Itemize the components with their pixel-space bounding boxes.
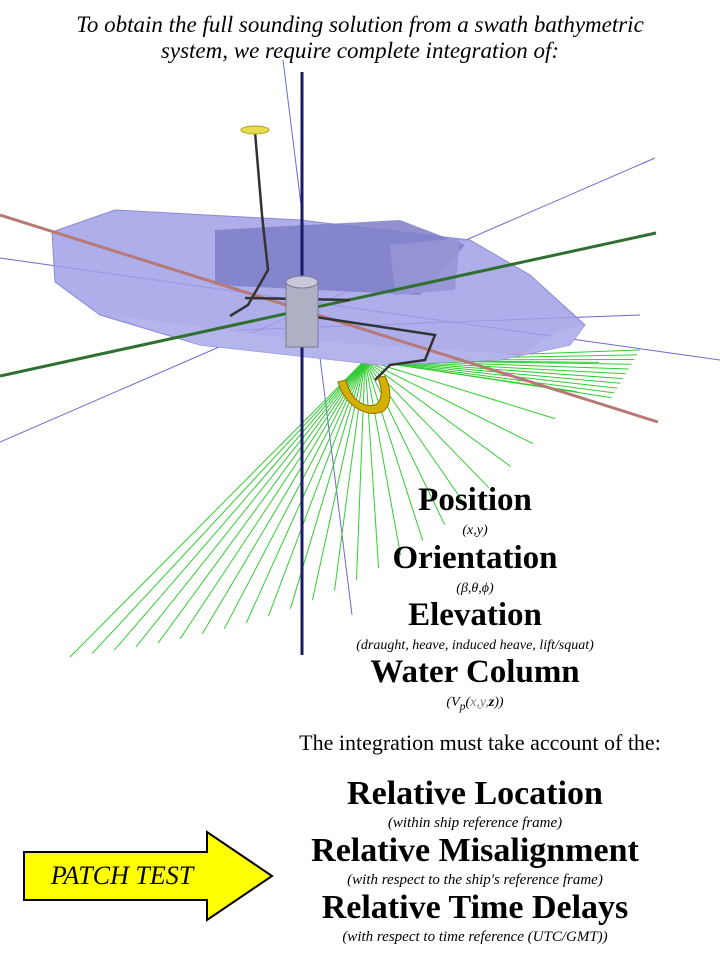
parameter-position: Position bbox=[418, 482, 532, 518]
y-axis bbox=[0, 231, 657, 378]
wc-open: ( bbox=[465, 695, 471, 710]
lever-arm-antenna bbox=[229, 131, 270, 318]
relative-location-detail: (within ship reference frame) bbox=[387, 815, 563, 831]
intro-text: To obtain the full sounding solution fro… bbox=[0, 12, 720, 64]
wc-sub: p bbox=[459, 699, 466, 713]
swath-beam bbox=[356, 359, 366, 581]
relative-time-delays-detail: (with respect to time reference (UTC/GMT… bbox=[342, 929, 608, 945]
relative-misalignment: Relative Misalignment bbox=[311, 832, 639, 869]
swath-beam bbox=[113, 359, 366, 651]
swath-beam bbox=[364, 359, 424, 541]
wc-close: )) bbox=[494, 695, 504, 710]
motion-sensor-icon bbox=[285, 281, 319, 348]
lever-arm-transducer bbox=[301, 313, 437, 381]
hull-cabin bbox=[390, 238, 460, 295]
swath-beam bbox=[157, 359, 366, 644]
wc-vars: x,y, bbox=[470, 695, 489, 710]
sensor-frame bbox=[229, 125, 437, 414]
swath-beam bbox=[223, 359, 366, 630]
ship-sensor-diagram bbox=[0, 60, 720, 658]
hull-keel bbox=[110, 315, 585, 365]
relative-location: Relative Location bbox=[347, 775, 603, 812]
wc-prefix: (V bbox=[446, 695, 460, 710]
multibeam-swath bbox=[69, 349, 641, 658]
swath-beam bbox=[245, 359, 366, 624]
swath-beam bbox=[364, 359, 534, 445]
patch-test-arrow-shape bbox=[23, 830, 274, 922]
antenna-icon bbox=[240, 125, 270, 135]
patch-test-arrow bbox=[23, 830, 274, 922]
swath-beam bbox=[334, 359, 366, 591]
parameter-orientation-detail: (β,θ,ϕ) bbox=[456, 581, 494, 596]
integration-heading: The integration must take account of the… bbox=[299, 730, 661, 755]
swath-beam bbox=[364, 359, 618, 389]
intro-line-2: system, we require complete integration … bbox=[160, 38, 560, 63]
swath-beam bbox=[91, 359, 366, 655]
motion-sensor-top bbox=[285, 275, 319, 289]
transducer-icon bbox=[337, 375, 391, 414]
swath-beam bbox=[364, 359, 512, 468]
swath-beam bbox=[69, 359, 366, 658]
swath-beam bbox=[364, 359, 446, 525]
parameter-position-detail: (x,y) bbox=[462, 523, 488, 538]
swath-beam bbox=[267, 359, 366, 617]
wc-z: z bbox=[488, 695, 495, 710]
parameter-elevation: Elevation bbox=[408, 597, 542, 633]
parameter-elevation-detail: (draught, heave, induced heave, lift/squ… bbox=[356, 638, 594, 653]
parameter-water-column-detail: (Vp(x,y,z)) bbox=[330, 695, 620, 713]
swath-beam bbox=[364, 359, 612, 399]
swath-beam bbox=[364, 359, 615, 394]
swath-beam bbox=[364, 359, 402, 556]
intro-line-1: To obtain the full sounding solution fro… bbox=[76, 12, 644, 37]
parameter-water-column: Water Column bbox=[370, 654, 580, 690]
swath-beam bbox=[364, 359, 380, 569]
swath-beam bbox=[201, 359, 366, 635]
relative-time-delays: Relative Time Delays bbox=[321, 889, 629, 926]
swath-beam bbox=[179, 359, 366, 639]
swath-beam bbox=[135, 359, 366, 648]
parameter-orientation: Orientation bbox=[392, 540, 558, 576]
swath-beam bbox=[364, 359, 556, 420]
relative-misalignment-detail: (with respect to the ship's reference fr… bbox=[347, 872, 603, 888]
patch-test-label: PATCH TEST bbox=[50, 861, 194, 890]
